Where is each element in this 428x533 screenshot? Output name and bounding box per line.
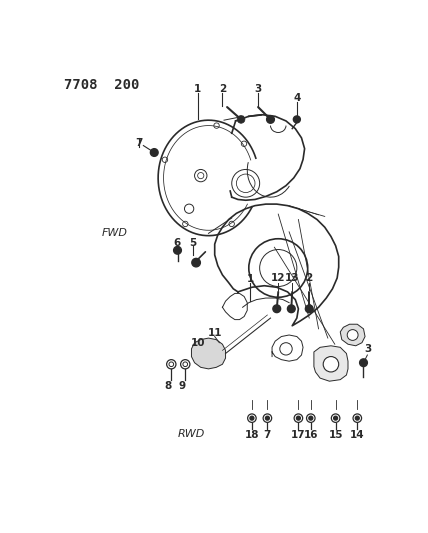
Text: 11: 11 [208,328,222,338]
Text: FWD: FWD [101,228,128,238]
Circle shape [347,329,358,341]
Polygon shape [340,324,365,346]
Text: 2: 2 [306,273,313,283]
Circle shape [237,116,245,123]
Circle shape [360,359,367,367]
Text: 1: 1 [194,84,201,94]
Circle shape [192,259,200,267]
Circle shape [273,305,281,313]
Text: 8: 8 [165,381,172,391]
Circle shape [297,416,300,420]
Circle shape [334,416,338,420]
Circle shape [305,305,313,313]
Text: 6: 6 [174,238,181,248]
Text: 9: 9 [178,381,186,391]
Text: 13: 13 [285,273,300,283]
Circle shape [323,357,339,372]
Text: 12: 12 [271,273,285,283]
Circle shape [293,116,300,123]
Text: 3: 3 [255,84,262,94]
Text: 7708  200: 7708 200 [64,78,140,92]
Text: 10: 10 [190,338,205,348]
Text: 4: 4 [293,93,300,103]
Text: 2: 2 [219,84,226,94]
Text: 7: 7 [135,138,143,148]
Polygon shape [191,338,226,369]
Text: 1: 1 [247,274,254,284]
Text: 14: 14 [350,430,365,440]
Text: 18: 18 [245,430,259,440]
Circle shape [150,149,158,156]
Text: 17: 17 [291,430,306,440]
Polygon shape [314,346,348,381]
Circle shape [355,416,359,420]
Circle shape [267,116,274,123]
Circle shape [309,416,313,420]
Text: 16: 16 [303,430,318,440]
Text: 7: 7 [264,430,271,440]
Circle shape [288,305,295,313]
Text: 15: 15 [328,430,343,440]
Circle shape [250,416,254,420]
Circle shape [174,246,181,254]
Text: 3: 3 [365,344,372,354]
Text: RWD: RWD [178,429,205,439]
Text: 5: 5 [189,238,196,248]
Circle shape [265,416,269,420]
